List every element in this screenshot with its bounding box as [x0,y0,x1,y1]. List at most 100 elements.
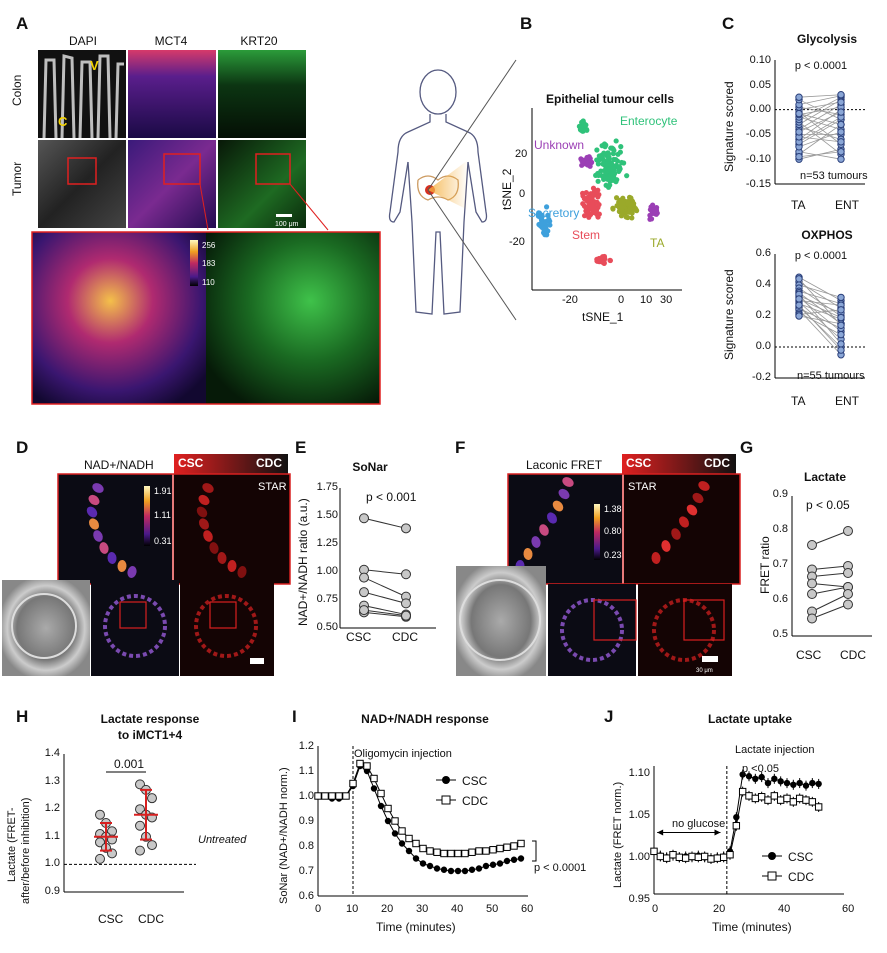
point-cdc [398,827,406,835]
i-xtick-50: 50 [486,903,499,915]
pair-line [798,295,842,314]
cell-nucleus [686,504,698,516]
j-ytick-3: 0.95 [628,893,650,905]
oxphos-ytick-3: 0.0 [755,340,771,352]
point-cdc [335,792,343,800]
point-csc [807,578,817,589]
tsne-ytick-20: 20 [515,148,528,160]
arrow-head-right [714,829,721,836]
h-ytick-1: 1.3 [44,775,60,787]
point-csc [426,862,434,870]
tsne-point-secretory [547,222,553,228]
point-csc [764,779,772,787]
h-title-1: Lactate response [100,712,200,726]
tsne-point-enterocyte [600,174,606,180]
tsne-point-unknown [648,216,655,222]
cell-nucleus [209,542,219,554]
point-cdc [802,796,810,804]
oxphos-xtick-ent: ENT [835,394,859,408]
arrow-head-left [657,829,664,836]
h-pval: 0.001 [114,757,145,771]
scale-bar-a: 100 μm [275,221,299,228]
point-cdc [349,779,357,788]
pair-line [798,121,842,155]
point-cdc [510,842,518,850]
j-xtick-20: 20 [713,903,726,915]
pair-line [798,111,842,145]
tsne-ytick-0: 0 [519,188,526,200]
zoom-wedge-b [427,59,517,321]
tsne-point-secretory [544,232,550,238]
tsne-point-enterocyte [613,138,619,144]
tsne-point-enterocyte [595,178,601,184]
point-csc [771,775,778,782]
d-microscopy-bottom [2,580,274,676]
col-label-mct4: MCT4 [154,34,188,48]
point-cdc [447,849,455,858]
point-csc [359,513,369,524]
tsne-point-enterocyte [613,179,619,185]
tsne-point-enterocyte [581,120,587,126]
point-cdc [662,854,671,862]
pair-line [363,517,407,529]
point-cdc [789,798,798,806]
h-xtick-cdc: CDC [138,912,164,926]
i-xtick-20: 20 [381,903,394,915]
point-cdc [757,793,766,801]
point-ta [795,295,803,303]
d-gradient-bar [174,454,288,474]
point-cdc [147,793,157,804]
point-csc [440,866,448,873]
point-csc [454,867,462,875]
pair-line [798,136,842,143]
point-cdc [314,792,322,800]
tsne-point-enterocyte [595,172,602,179]
point-cdc [401,523,411,534]
point-cdc [412,839,420,848]
colorbar-a-tick-1: 183 [202,259,216,268]
f-microscopy-bottom: 30 μm [456,566,732,676]
pair-line [811,604,849,619]
glycolysis-pval: p < 0.0001 [794,60,848,72]
glycolysis-chart [774,60,865,185]
i-ytick-1: 1.1 [298,765,314,777]
oxphos-ytick-2: 0.2 [755,309,771,321]
tsne-point-stem [601,253,608,260]
colorbar-a-tick-2: 110 [202,278,215,287]
cell-nucleus [539,524,549,536]
point-csc [745,773,753,780]
tsne-point-enterocyte [618,144,624,150]
g-ytick-3: 0.6 [772,593,788,605]
h-ytick-4: 1.0 [44,857,60,869]
point-csc [503,857,511,865]
pair-line [798,96,842,120]
tsne-point-stem [596,202,602,208]
j-xlabel: Time (minutes) [712,920,792,934]
tsne-point-stem [584,209,590,215]
point-cdc [342,792,350,800]
f-star: STAR [628,481,657,493]
f-scale-bar: 30 μm [696,668,713,674]
oxphos-chart [774,254,865,379]
tsne-point-stem [580,201,586,207]
point-csc [802,782,810,789]
point-csc [95,853,105,864]
panel-letter-f: F [455,438,466,457]
i-legend-csc: CSC [462,774,488,788]
pair-line [363,611,407,618]
col-label-dapi: DAPI [68,34,97,48]
point-csc [482,862,490,870]
glycolysis-ytick-4: -0.10 [745,153,771,165]
point-cdc [843,589,853,599]
panel-letter-a: A [16,14,29,33]
pair-line [798,307,842,329]
cell-nucleus [198,494,210,506]
point-csc [433,865,441,872]
tsne-point-stem [599,259,605,265]
tsne-point-secretory [535,212,541,218]
point-csc [359,587,369,598]
pair-line [811,572,849,577]
cell-nucleus [698,481,710,491]
cell-nucleus [552,500,564,512]
panel-letter-j: J [604,707,614,726]
